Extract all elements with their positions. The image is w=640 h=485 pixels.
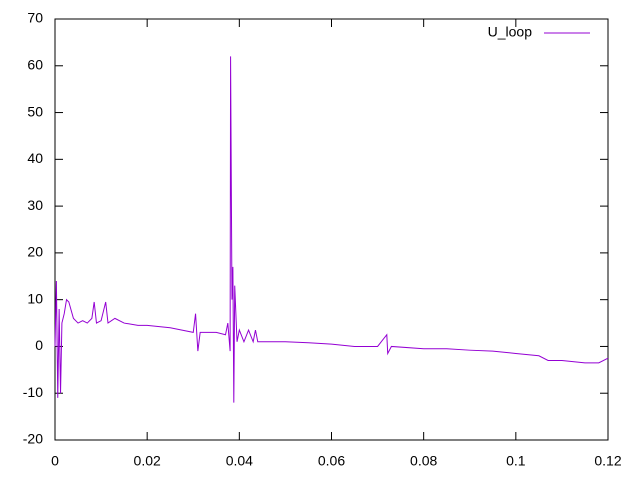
- y-tick-label: 30: [27, 197, 43, 213]
- y-tick-label: 20: [27, 244, 43, 260]
- x-tick-label: 0: [51, 453, 59, 469]
- x-tick-label: 0.08: [410, 453, 437, 469]
- y-tick-label: 0: [35, 337, 43, 353]
- y-tick-label: -10: [23, 384, 43, 400]
- legend-label: U_loop: [488, 24, 533, 40]
- y-tick-label: 60: [27, 56, 43, 72]
- x-tick-label: 0.02: [134, 453, 161, 469]
- y-tick-label: -20: [23, 431, 43, 447]
- y-tick-label: 40: [27, 150, 43, 166]
- y-tick-label: 10: [27, 290, 43, 306]
- x-tick-label: 0.12: [594, 453, 621, 469]
- data-line: [54, 56, 609, 403]
- x-tick-label: 0.1: [506, 453, 526, 469]
- y-tick-label: 50: [27, 103, 43, 119]
- x-tick-label: 0.06: [318, 453, 345, 469]
- y-tick-label: 70: [27, 10, 43, 26]
- plot-frame: [54, 18, 609, 441]
- x-tick-label: 0.04: [226, 453, 253, 469]
